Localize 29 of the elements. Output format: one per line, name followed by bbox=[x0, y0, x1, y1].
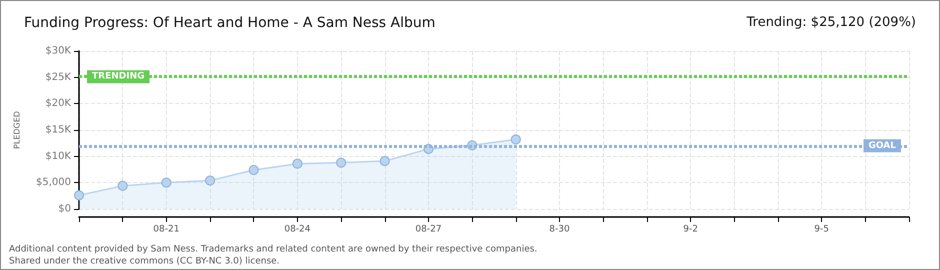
point bbox=[161, 178, 172, 188]
y-tick-label: $10K bbox=[45, 150, 72, 162]
x-tick-label: 08-27 bbox=[415, 224, 442, 234]
point bbox=[205, 176, 216, 186]
y-tick-label: $25K bbox=[45, 72, 72, 83]
ref-line-label: TRENDING bbox=[92, 72, 144, 82]
x-tick-label: 8-30 bbox=[549, 224, 570, 234]
x-tick-label: 9-2 bbox=[683, 224, 698, 234]
point bbox=[118, 180, 128, 191]
y-tick-label: $20K bbox=[45, 98, 72, 110]
point bbox=[248, 165, 259, 176]
point bbox=[510, 134, 521, 144]
point bbox=[292, 158, 302, 169]
x-tick-label: 08-24 bbox=[284, 224, 311, 234]
ref-line-label: GOAL bbox=[868, 140, 896, 151]
x-tick-label: 08-21 bbox=[153, 224, 180, 234]
y-tick-label: $0 bbox=[58, 204, 71, 214]
x-tick-label: 9-5 bbox=[814, 224, 829, 234]
y-tick-label: $15K bbox=[45, 124, 72, 136]
point bbox=[336, 158, 346, 168]
text: Shared under the creative commons (CC BY-NC 3.0) license. bbox=[9, 256, 280, 266]
y-tick-label: $30K bbox=[45, 46, 72, 56]
chart-subtitle: Trending: $25,120 (209%) bbox=[746, 15, 916, 30]
point bbox=[74, 190, 84, 200]
y-tick-label: $5,000 bbox=[36, 177, 71, 188]
text: Additional content provided by Sam Ness. Trademarks and related content are owned by their respective companies. bbox=[9, 244, 538, 254]
y-axis-title: PLEDGED bbox=[12, 111, 22, 149]
point bbox=[380, 156, 390, 166]
chart-title: Funding Progress: Of Heart and Home - A Sam Ness Album bbox=[24, 15, 436, 31]
